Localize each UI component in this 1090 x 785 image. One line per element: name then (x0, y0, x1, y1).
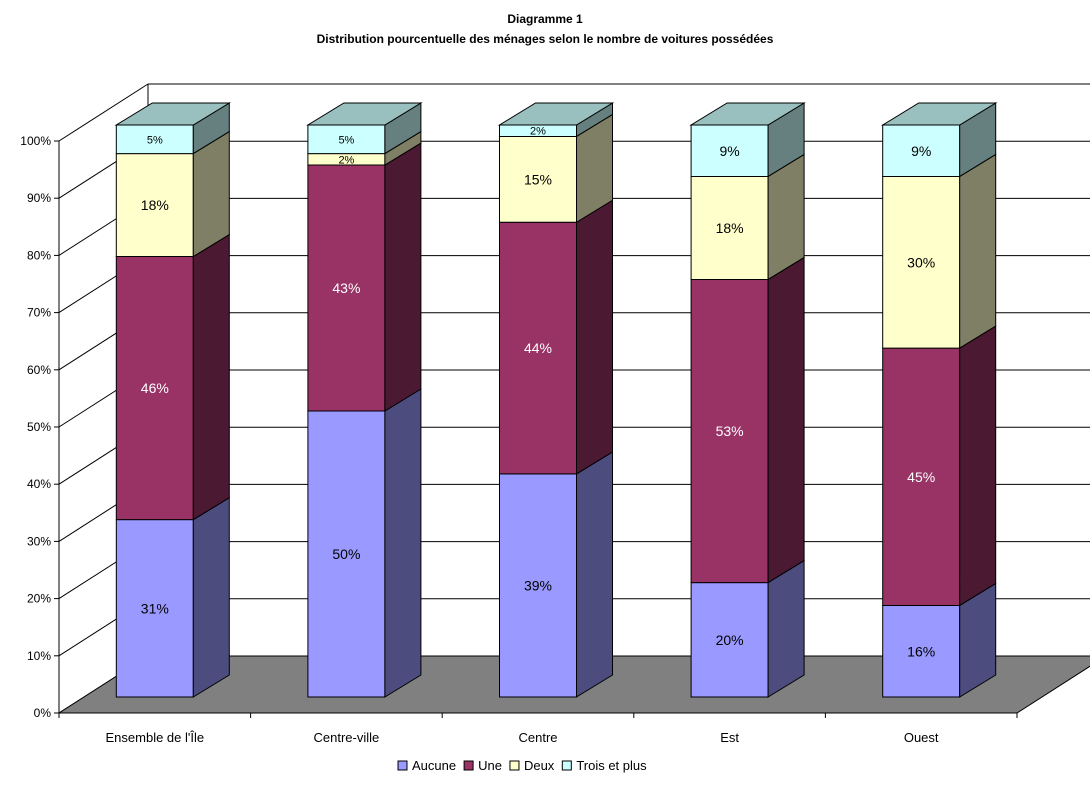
chart-axes: 0% 10% 20% 30% 40% 50% 60% 70% 80% 90% 100% Ensembl… (20, 134, 1018, 745)
side-gridline (58, 83, 149, 142)
data-label: 53% (716, 423, 744, 439)
legend-swatch (561, 760, 572, 771)
legend-entry: Deux (524, 758, 555, 773)
data-label: 15% (524, 171, 552, 187)
x-tick-label: Ouest (904, 730, 939, 745)
data-label: 5% (147, 134, 163, 146)
legend-entry: Une (478, 758, 502, 773)
bar-top (306, 102, 423, 126)
y-tick-label: 20% (27, 592, 51, 606)
data-label: 5% (338, 134, 354, 146)
x-tick-label: Ensemble de l'Île (106, 730, 205, 745)
y-tick-label: 80% (27, 248, 51, 262)
legend-swatch (509, 760, 520, 771)
data-label: 45% (907, 469, 935, 485)
bar-segment-side (959, 153, 997, 349)
bar-segment-side (384, 142, 422, 412)
bar-top (880, 102, 998, 126)
y-tick-label: 50% (27, 420, 51, 434)
y-tick-label: 0% (34, 706, 52, 720)
bar-segment-side (767, 256, 805, 584)
y-tick-label: 70% (27, 306, 51, 320)
data-label: 16% (907, 643, 935, 659)
y-tick-label: 10% (27, 649, 51, 663)
y-tick-label: 60% (27, 363, 51, 377)
bar-segment-side (192, 233, 230, 521)
data-label: 20% (716, 632, 744, 648)
data-label: 50% (332, 546, 360, 562)
legend-entry: Aucune (412, 758, 456, 773)
data-label: 18% (141, 197, 169, 213)
y-tick-label: 30% (27, 534, 51, 548)
data-label: 9% (911, 143, 931, 159)
bar-segment-side (767, 559, 805, 698)
data-label: 43% (332, 280, 360, 296)
bar-segment-side (384, 388, 422, 698)
data-label: 18% (716, 220, 744, 236)
chart-subtitle: Distribution pourcentuelle des ménages s… (317, 32, 774, 46)
y-tick-label: 90% (27, 191, 51, 205)
chart-legend: Aucune Une Deux Trois et plus (397, 758, 647, 773)
x-tick-label: Centre-ville (314, 730, 380, 745)
legend-entry: Trois et plus (576, 758, 647, 773)
data-label: 2% (338, 154, 354, 166)
data-label: 31% (141, 600, 169, 616)
legend-swatch (463, 760, 474, 771)
x-tick-label: Est (720, 730, 739, 745)
data-label: 30% (907, 254, 935, 270)
data-label: 9% (719, 143, 739, 159)
bar-segment-side (576, 451, 613, 698)
legend-swatch (397, 760, 408, 771)
y-tick-label: 40% (27, 477, 51, 491)
bar-top (497, 102, 615, 126)
data-label: 46% (141, 380, 169, 396)
bar-segment-side (192, 496, 230, 698)
bar-segment-side (576, 199, 613, 475)
data-label: 39% (524, 578, 552, 594)
y-tick-label: 100% (20, 134, 51, 148)
bar-segment-side (959, 325, 997, 607)
x-tick-label: Centre (518, 730, 557, 745)
chart-bars: 31% 46% 18% 5% 50% 43% 2% 5% 39% 44% 15% 2% 20% 53% 18… (114, 102, 998, 698)
chart-title: Diagramme 1 (507, 12, 583, 26)
data-label: 44% (524, 340, 552, 356)
bar-top (114, 102, 232, 126)
data-label: 2% (530, 126, 546, 138)
bar-top (689, 102, 806, 126)
